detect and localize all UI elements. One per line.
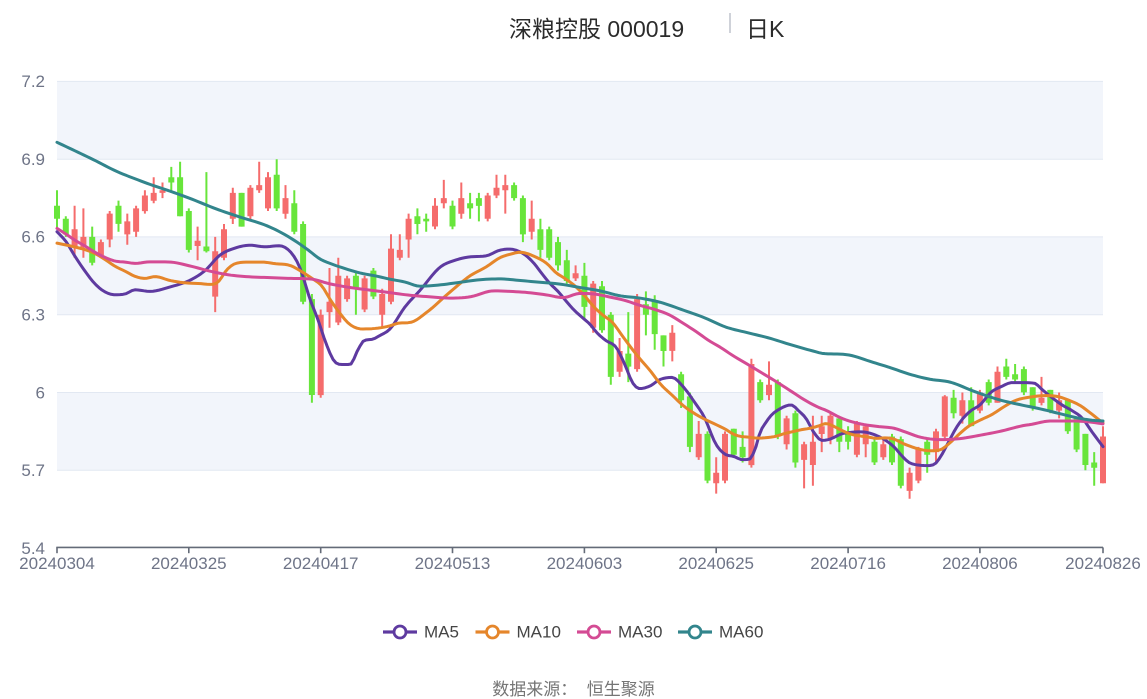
svg-text:6.9: 6.9 <box>21 150 45 169</box>
svg-text:6: 6 <box>36 383 45 402</box>
svg-text:5.7: 5.7 <box>21 461 45 480</box>
svg-text:20240325: 20240325 <box>151 554 227 573</box>
svg-text:MA30: MA30 <box>618 623 662 642</box>
svg-text:20240513: 20240513 <box>415 554 491 573</box>
svg-text:20240826: 20240826 <box>1065 554 1141 573</box>
svg-text:6.6: 6.6 <box>21 228 45 247</box>
svg-text:6.3: 6.3 <box>21 306 45 325</box>
svg-text:7.2: 7.2 <box>21 72 45 91</box>
svg-text:5.4: 5.4 <box>21 539 45 558</box>
svg-text:MA10: MA10 <box>517 623 561 642</box>
svg-text:20240716: 20240716 <box>810 554 886 573</box>
svg-text:20240603: 20240603 <box>547 554 623 573</box>
svg-text:MA60: MA60 <box>719 623 763 642</box>
svg-text:20240625: 20240625 <box>678 554 754 573</box>
svg-text:20240806: 20240806 <box>942 554 1018 573</box>
svg-text:MA5: MA5 <box>424 623 459 642</box>
svg-text:20240304: 20240304 <box>19 554 95 573</box>
svg-text:20240417: 20240417 <box>283 554 359 573</box>
